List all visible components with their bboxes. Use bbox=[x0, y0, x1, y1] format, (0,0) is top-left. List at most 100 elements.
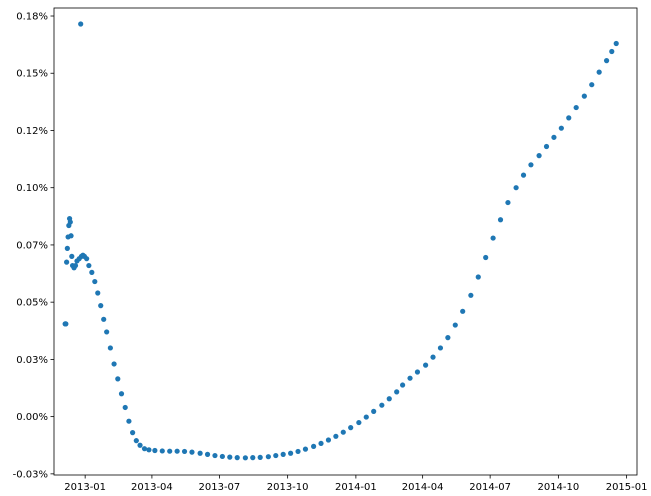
data-point bbox=[573, 104, 579, 111]
data-point bbox=[130, 430, 136, 436]
x-tick-label: 2015-01 bbox=[606, 482, 648, 493]
data-point bbox=[227, 454, 233, 460]
x-tick-label: 2013-04 bbox=[131, 482, 173, 493]
data-point bbox=[400, 382, 406, 388]
data-point bbox=[520, 172, 527, 178]
data-point bbox=[497, 217, 504, 223]
data-point bbox=[92, 278, 98, 285]
y-tick-label: 0.00% bbox=[16, 412, 48, 423]
data-point bbox=[311, 443, 317, 449]
data-point bbox=[69, 253, 75, 259]
x-tick-label: 2014-04 bbox=[402, 482, 444, 493]
y-tick-label: 0.07% bbox=[16, 240, 48, 251]
data-point bbox=[609, 48, 615, 55]
x-tick-label: 2014-01 bbox=[335, 482, 377, 493]
data-point bbox=[189, 449, 195, 455]
x-tick-label: 2014-10 bbox=[537, 482, 579, 493]
data-point bbox=[333, 433, 339, 439]
data-point bbox=[72, 262, 79, 269]
data-point bbox=[528, 162, 534, 168]
data-point bbox=[318, 440, 324, 447]
data-point bbox=[122, 404, 128, 411]
data-point bbox=[288, 450, 294, 456]
data-point bbox=[250, 455, 256, 461]
x-tick-label: 2013-07 bbox=[199, 482, 241, 493]
data-point bbox=[460, 308, 466, 314]
data-point bbox=[363, 414, 369, 420]
data-point bbox=[452, 322, 458, 328]
data-point bbox=[483, 254, 489, 261]
y-tick-label: 0.15% bbox=[16, 69, 48, 80]
data-point bbox=[101, 316, 107, 322]
y-tick-label: 0.18% bbox=[16, 12, 48, 23]
data-point bbox=[356, 419, 362, 426]
data-point bbox=[379, 402, 385, 408]
x-tick-label: 2013-10 bbox=[267, 482, 309, 493]
x-tick-label: 2014-07 bbox=[469, 482, 511, 493]
data-point bbox=[104, 329, 110, 335]
data-point bbox=[414, 369, 421, 375]
data-point bbox=[407, 375, 413, 381]
data-point bbox=[437, 345, 444, 351]
data-point bbox=[167, 448, 173, 454]
data-point bbox=[603, 58, 610, 64]
data-point bbox=[133, 438, 139, 444]
data-point bbox=[126, 418, 132, 424]
data-point bbox=[146, 447, 152, 453]
data-point bbox=[340, 429, 346, 435]
y-tick-label: 0.10% bbox=[16, 183, 48, 194]
data-point bbox=[137, 442, 143, 448]
data-point bbox=[159, 448, 165, 454]
data-point bbox=[543, 143, 550, 150]
data-point bbox=[589, 82, 595, 88]
y-tick-label: 0.12% bbox=[16, 126, 48, 137]
data-point bbox=[445, 335, 451, 341]
data-point bbox=[219, 453, 225, 460]
data-point bbox=[302, 446, 309, 452]
data-point bbox=[63, 321, 69, 327]
data-point bbox=[295, 448, 301, 455]
data-point bbox=[204, 451, 211, 457]
data-point bbox=[273, 452, 279, 459]
data-point bbox=[212, 452, 218, 459]
data-point bbox=[174, 448, 180, 454]
data-point bbox=[551, 134, 557, 140]
data-point bbox=[468, 292, 474, 298]
data-point bbox=[394, 389, 400, 395]
data-point bbox=[280, 451, 286, 457]
data-point bbox=[348, 425, 354, 431]
data-point bbox=[536, 153, 542, 159]
data-point bbox=[78, 21, 84, 27]
data-point bbox=[111, 361, 117, 367]
data-point bbox=[115, 376, 121, 382]
data-point bbox=[371, 408, 377, 414]
data-point bbox=[558, 125, 564, 131]
data-point bbox=[95, 290, 101, 296]
data-point bbox=[490, 235, 496, 241]
data-point bbox=[234, 455, 240, 461]
data-point bbox=[68, 233, 74, 239]
data-point bbox=[596, 69, 602, 75]
data-point bbox=[89, 269, 95, 275]
data-point bbox=[141, 446, 148, 452]
x-tick-label: 2013-01 bbox=[64, 482, 106, 493]
data-point bbox=[181, 448, 188, 455]
data-point bbox=[566, 115, 572, 121]
data-point bbox=[84, 256, 90, 262]
data-point bbox=[581, 93, 587, 99]
data-point bbox=[86, 262, 92, 269]
data-point bbox=[67, 219, 73, 225]
data-point bbox=[197, 450, 203, 456]
data-point bbox=[242, 455, 248, 461]
data-point bbox=[430, 354, 436, 360]
data-point bbox=[513, 185, 519, 191]
data-point bbox=[475, 274, 481, 280]
data-point bbox=[423, 362, 429, 368]
data-point bbox=[505, 199, 511, 206]
data-point bbox=[265, 454, 271, 460]
data-point bbox=[257, 454, 263, 460]
data-point bbox=[107, 345, 113, 351]
data-point bbox=[64, 259, 70, 265]
data-points bbox=[62, 21, 619, 461]
